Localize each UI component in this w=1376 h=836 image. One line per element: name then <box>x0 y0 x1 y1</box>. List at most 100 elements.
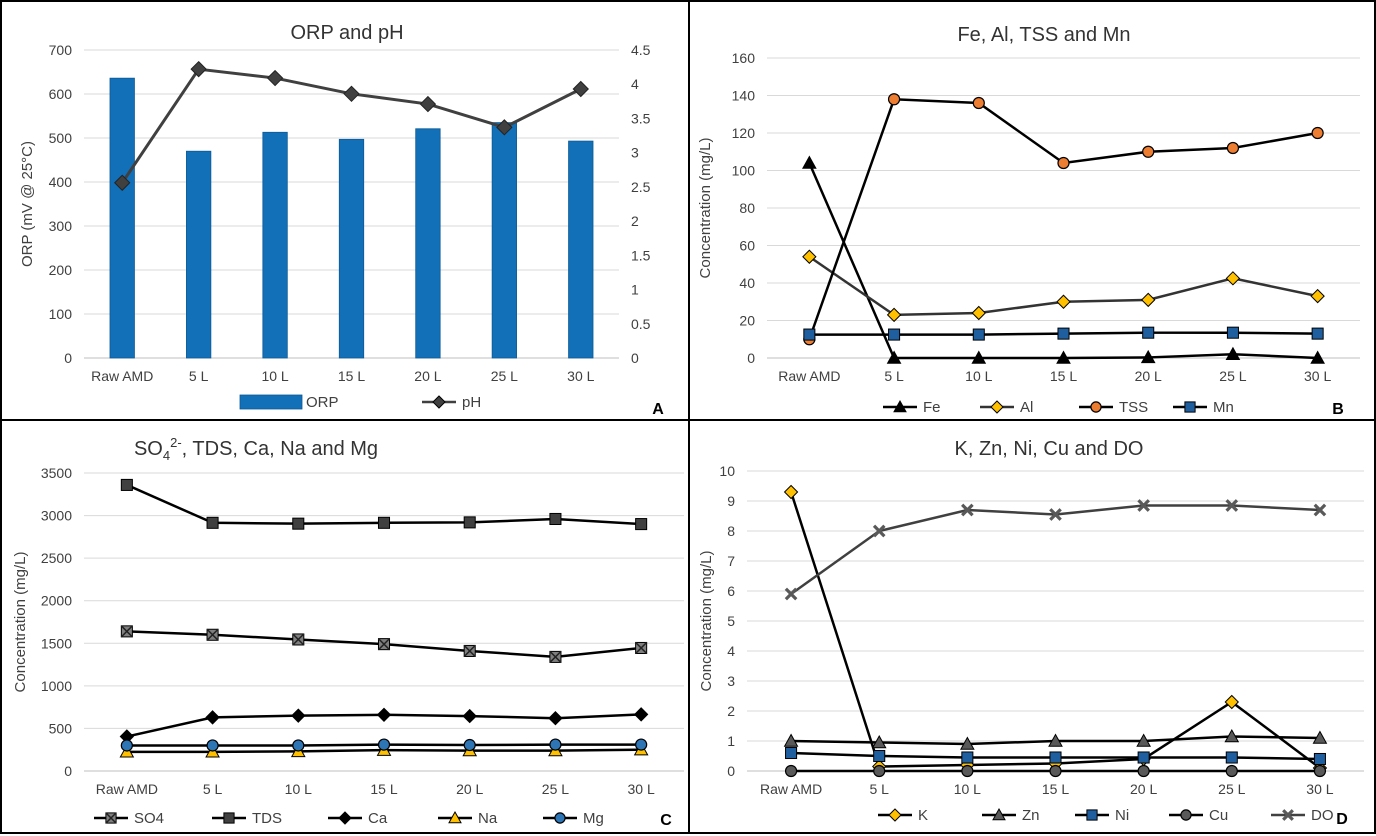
d-legend-k-label: K <box>918 807 928 824</box>
c-x-tick-label: 30 L <box>628 781 655 797</box>
d-y-tick-label: 4 <box>727 643 735 659</box>
c-tds-point <box>635 518 648 531</box>
b-fe-point <box>1140 349 1156 364</box>
a-x-tick-label: Raw AMD <box>91 368 153 384</box>
d-k-point <box>783 484 799 500</box>
d-ni-point <box>1313 752 1326 766</box>
c-mg-point <box>377 738 391 751</box>
a-y-tick-label: 700 <box>49 42 73 58</box>
c-x-tick-label: 25 L <box>542 781 569 797</box>
c-x-tick-label: 20 L <box>456 781 483 797</box>
c-y-tick-label: 2000 <box>41 593 72 609</box>
d-cu-point <box>1049 764 1062 778</box>
c-legend-so4-marker <box>105 812 117 824</box>
a-ph-point <box>496 119 513 136</box>
a-x-tick-label: 25 L <box>491 368 518 384</box>
d-do-point <box>1137 499 1150 512</box>
b-al-point <box>1141 292 1156 308</box>
c-so4-point <box>377 638 391 651</box>
d-do-point <box>1225 499 1239 512</box>
d-cu-point <box>961 764 974 778</box>
b-y-tick-label: 40 <box>739 275 755 291</box>
a-legend-ph-marker <box>432 395 446 409</box>
c-tds-point <box>377 516 391 529</box>
c-y-tick-label: 0 <box>64 763 72 779</box>
b-tss-point <box>972 96 985 110</box>
d-legend-do-label: DO <box>1311 807 1334 824</box>
a-ph-point <box>190 60 207 78</box>
b-fe-point <box>802 155 817 169</box>
b-y-tick-label: 20 <box>739 313 755 329</box>
d-zn-point <box>1136 733 1151 747</box>
d-legend-zn-marker <box>992 807 1006 821</box>
a-ph-point <box>419 95 437 113</box>
d-x-tick-label: 30 L <box>1306 781 1333 797</box>
d-y-tick-label: 3 <box>727 673 735 689</box>
c-so4-point <box>292 633 305 646</box>
c-panel-label: C <box>660 812 672 829</box>
c-mg-point <box>120 739 133 752</box>
b-legend-al-label: Al <box>1020 399 1033 416</box>
d-do-point <box>1049 508 1062 521</box>
a-ph-point <box>343 85 360 103</box>
c-tds-point <box>463 516 476 529</box>
d-y-tick-label: 8 <box>727 523 735 539</box>
c-mg-point <box>463 738 476 752</box>
a-x-tick-label: 5 L <box>189 368 209 384</box>
d-y-axis-label: Concentration (mg/L) <box>698 551 715 692</box>
c-mg-point <box>549 738 562 751</box>
c-legend-ca-marker <box>338 811 352 825</box>
b-legend-al-marker <box>990 400 1004 414</box>
a-ph-point <box>572 80 589 98</box>
b-y-tick-label: 100 <box>732 163 756 179</box>
c-tds-point <box>549 512 562 526</box>
chart-b-svg: 0 20 40 60 80 100 120 140 160 Raw AMD 5 L 10 L 15 L 2… <box>697 24 1360 418</box>
b-legend-tss-label: TSS <box>1119 399 1148 416</box>
c-so4-point <box>206 628 219 641</box>
c-tds-point <box>120 478 133 491</box>
c-x-tick-label: 10 L <box>285 781 312 797</box>
d-legend-ni-marker <box>1086 809 1098 821</box>
c-chart-title: SO42-, TDS, Ca, Na and Mg <box>134 435 378 463</box>
b-y-tick-label: 0 <box>747 350 755 366</box>
d-y-tick-label: 9 <box>727 493 735 509</box>
d-do-point <box>872 524 886 538</box>
c-so4-point <box>549 650 562 663</box>
b-legend-mn-label: Mn <box>1213 399 1234 416</box>
a-y-tick-label: 0 <box>64 350 72 366</box>
c-y-tick-label: 1000 <box>41 678 72 694</box>
c-y-tick-label: 2500 <box>41 550 72 566</box>
d-cu-point <box>1225 764 1238 778</box>
d-legend-zn-label: Zn <box>1022 807 1040 824</box>
c-legend-na-marker <box>448 810 462 824</box>
b-x-tick-label: 10 L <box>965 368 992 384</box>
a-legend-ph-label: pH <box>462 394 481 411</box>
d-zn-point <box>1312 730 1328 744</box>
a-orp-bar <box>491 122 517 359</box>
b-y-tick-label: 160 <box>732 50 756 66</box>
b-mn-point <box>1226 326 1239 339</box>
a-legend-orp-label: ORP <box>306 394 339 411</box>
c-so4-point <box>463 644 476 658</box>
a-orp-bar <box>262 131 288 359</box>
a-chart-title: ORP and pH <box>290 22 403 44</box>
d-legend-k-marker <box>888 808 902 822</box>
c-x-tick-label: Raw AMD <box>96 781 158 797</box>
b-fe-point <box>886 350 902 364</box>
a-x-tick-label: 20 L <box>414 368 441 384</box>
d-legend-do-marker <box>1282 809 1294 821</box>
b-mn-point <box>1311 327 1324 340</box>
d-y-tick-label: 2 <box>727 703 735 719</box>
a-y2-tick-label: 2.5 <box>631 179 651 195</box>
d-do-line <box>790 504 1320 596</box>
d-x-tick-label: 20 L <box>1130 781 1157 797</box>
a-y2-tick-label: 3 <box>631 145 639 161</box>
a-ph-point <box>114 174 131 191</box>
c-ca-point <box>462 708 477 724</box>
b-x-tick-label: 15 L <box>1050 368 1077 384</box>
d-x-tick-label: Raw AMD <box>760 781 822 797</box>
d-ni-point <box>873 749 886 763</box>
d-k-line <box>789 491 1321 770</box>
b-fe-point <box>1056 350 1071 364</box>
b-panel-label: B <box>1332 401 1344 418</box>
